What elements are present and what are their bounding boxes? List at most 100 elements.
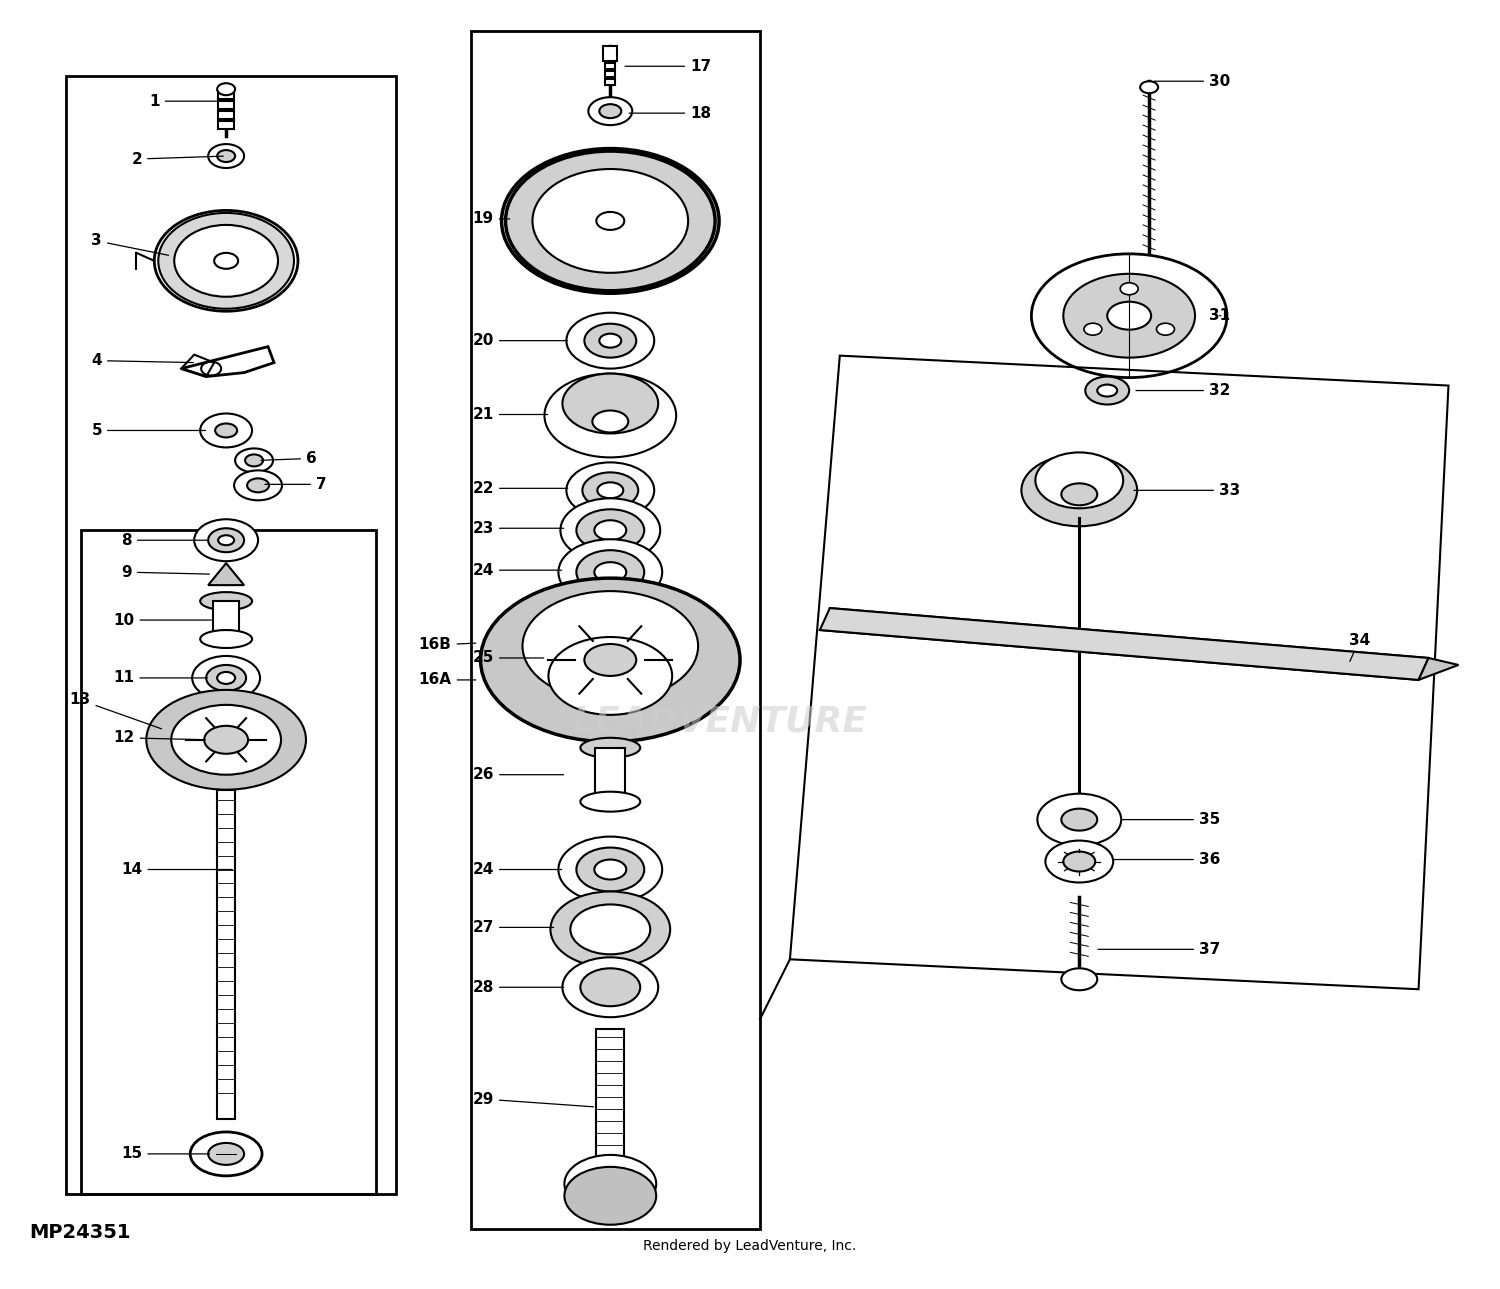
Ellipse shape — [585, 324, 636, 357]
Bar — [66, 76, 396, 1194]
Bar — [606, 71, 615, 77]
Ellipse shape — [248, 478, 268, 492]
Ellipse shape — [209, 144, 245, 168]
Ellipse shape — [576, 550, 644, 594]
Ellipse shape — [190, 1132, 262, 1176]
Ellipse shape — [594, 860, 627, 879]
Ellipse shape — [209, 1143, 245, 1165]
Text: 23: 23 — [472, 521, 564, 536]
Ellipse shape — [214, 253, 238, 269]
Text: 12: 12 — [114, 731, 206, 745]
Text: 19: 19 — [472, 211, 510, 227]
Text: 16B: 16B — [419, 638, 476, 652]
Ellipse shape — [174, 224, 278, 296]
Ellipse shape — [1032, 254, 1227, 378]
Ellipse shape — [597, 482, 624, 499]
Ellipse shape — [562, 958, 658, 1017]
Bar — [597, 1029, 624, 1183]
Ellipse shape — [204, 726, 248, 754]
Text: 8: 8 — [122, 532, 207, 548]
Bar — [596, 748, 626, 802]
Bar — [606, 63, 615, 70]
Ellipse shape — [532, 169, 688, 273]
Text: 14: 14 — [122, 862, 232, 877]
Text: 35: 35 — [1122, 812, 1221, 828]
Bar — [217, 111, 234, 119]
Ellipse shape — [558, 837, 662, 902]
Text: 36: 36 — [1114, 852, 1221, 867]
Text: 3: 3 — [92, 233, 168, 255]
Ellipse shape — [597, 211, 624, 229]
Ellipse shape — [1062, 483, 1098, 505]
Ellipse shape — [244, 455, 262, 467]
Ellipse shape — [192, 656, 260, 700]
Ellipse shape — [585, 644, 636, 675]
Ellipse shape — [592, 410, 628, 432]
Ellipse shape — [580, 968, 640, 1007]
Text: 10: 10 — [114, 612, 212, 628]
Ellipse shape — [549, 637, 672, 715]
Text: 2: 2 — [132, 152, 224, 166]
Ellipse shape — [217, 150, 236, 162]
Ellipse shape — [1086, 376, 1130, 405]
Text: 26: 26 — [472, 767, 564, 782]
Text: 21: 21 — [472, 407, 548, 422]
Ellipse shape — [567, 463, 654, 518]
Ellipse shape — [234, 470, 282, 500]
Text: 29: 29 — [472, 1092, 594, 1107]
Ellipse shape — [1038, 794, 1120, 846]
Ellipse shape — [544, 374, 676, 458]
Text: 9: 9 — [122, 565, 210, 580]
Ellipse shape — [201, 362, 220, 375]
Ellipse shape — [1035, 452, 1124, 508]
Bar — [217, 101, 234, 110]
Ellipse shape — [217, 84, 236, 95]
Text: 37: 37 — [1098, 942, 1221, 956]
Text: 25: 25 — [472, 651, 543, 665]
Ellipse shape — [576, 509, 644, 552]
Text: 16A: 16A — [419, 673, 476, 687]
Ellipse shape — [200, 414, 252, 447]
Ellipse shape — [147, 690, 306, 790]
Ellipse shape — [600, 104, 621, 119]
Text: 11: 11 — [114, 670, 207, 686]
Bar — [471, 31, 760, 1228]
Ellipse shape — [480, 579, 740, 741]
Bar — [217, 92, 234, 99]
Text: LEADVENTURE: LEADVENTURE — [573, 705, 867, 739]
Ellipse shape — [576, 848, 644, 892]
Ellipse shape — [217, 571, 236, 583]
Ellipse shape — [171, 705, 280, 775]
Ellipse shape — [209, 528, 245, 552]
Text: 28: 28 — [472, 980, 564, 995]
Bar — [217, 790, 236, 1119]
Ellipse shape — [1022, 455, 1137, 526]
Ellipse shape — [1084, 324, 1102, 335]
Text: Rendered by LeadVenture, Inc.: Rendered by LeadVenture, Inc. — [644, 1239, 856, 1253]
Text: 22: 22 — [472, 481, 567, 496]
Ellipse shape — [594, 562, 627, 583]
Bar — [606, 79, 615, 85]
Ellipse shape — [600, 334, 621, 348]
Text: 33: 33 — [1134, 483, 1240, 498]
Ellipse shape — [194, 519, 258, 561]
Ellipse shape — [206, 665, 246, 691]
Ellipse shape — [217, 535, 234, 545]
Ellipse shape — [588, 97, 633, 125]
Ellipse shape — [564, 1155, 656, 1213]
Text: 32: 32 — [1136, 383, 1230, 398]
Ellipse shape — [562, 374, 658, 433]
Ellipse shape — [214, 424, 237, 437]
Ellipse shape — [1064, 273, 1196, 357]
Ellipse shape — [567, 313, 654, 369]
Ellipse shape — [1064, 852, 1095, 871]
Ellipse shape — [580, 737, 640, 758]
Ellipse shape — [1107, 302, 1150, 330]
Ellipse shape — [561, 499, 660, 562]
Ellipse shape — [550, 892, 670, 967]
Polygon shape — [1419, 657, 1458, 679]
Text: 31: 31 — [1209, 308, 1230, 324]
Ellipse shape — [570, 905, 650, 954]
Text: 24: 24 — [472, 862, 561, 877]
Text: 27: 27 — [472, 920, 554, 935]
